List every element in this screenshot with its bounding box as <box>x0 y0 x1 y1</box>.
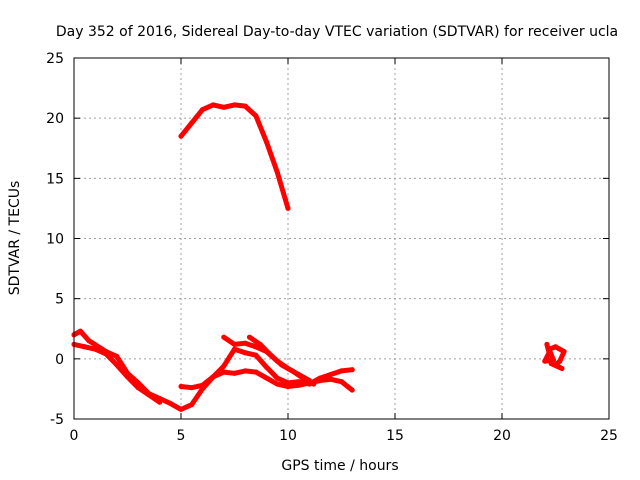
data-point <box>82 344 88 350</box>
data-point <box>232 102 237 108</box>
data-point <box>178 384 184 389</box>
data-point <box>553 362 558 368</box>
series-arc-low-1 <box>71 328 355 412</box>
data-point <box>247 334 252 340</box>
data-point <box>189 385 195 391</box>
data-point <box>157 399 163 405</box>
data-point <box>77 328 83 334</box>
data-point <box>253 113 259 119</box>
data-point <box>253 344 259 350</box>
data-point <box>553 344 558 350</box>
data-point <box>257 341 263 347</box>
data-point <box>242 340 248 346</box>
data-point <box>285 384 291 389</box>
data-point <box>86 338 92 344</box>
data-point <box>557 358 563 364</box>
data-point <box>559 366 565 371</box>
data-point <box>274 169 280 175</box>
data-point <box>339 368 344 374</box>
data-point <box>264 364 270 370</box>
data-point <box>328 372 334 377</box>
data-point <box>274 381 280 387</box>
data-point <box>242 103 248 109</box>
data-point <box>339 379 344 385</box>
x-axis-label: GPS time / hours <box>281 458 398 474</box>
y-tick-label: 5 <box>55 292 64 308</box>
data-point <box>178 406 184 412</box>
data-point <box>199 107 205 113</box>
data-point <box>311 381 317 387</box>
data-point <box>189 120 195 126</box>
x-tick-label: 15 <box>386 428 404 444</box>
y-axis-label: SDTVAR / TECUs <box>7 181 23 296</box>
data-series <box>71 102 567 412</box>
data-point <box>550 357 556 363</box>
data-point <box>296 382 302 388</box>
y-tick-label: 20 <box>46 111 64 127</box>
x-tick-label: 0 <box>70 428 79 444</box>
data-point <box>542 358 548 364</box>
x-tick-label: 5 <box>177 428 186 444</box>
y-tick-label: 25 <box>46 51 64 67</box>
data-point <box>103 351 109 357</box>
axis-ticks: 0 5 10 15 20 25 -5 0 5 10 15 20 25 <box>46 51 618 444</box>
data-point <box>544 341 550 347</box>
data-point <box>289 368 295 374</box>
data-point <box>92 346 98 352</box>
data-point <box>221 104 227 110</box>
series-arc-high <box>178 102 291 211</box>
data-point <box>242 368 248 374</box>
data-point <box>349 367 355 373</box>
data-point <box>253 369 259 375</box>
data-point <box>546 346 552 352</box>
data-point <box>232 346 237 352</box>
data-point <box>317 378 323 383</box>
data-point <box>114 362 120 368</box>
y-tick-label: 10 <box>46 232 64 248</box>
x-tick-label: 20 <box>493 428 511 444</box>
data-point <box>232 341 237 347</box>
data-point <box>232 370 237 376</box>
data-point <box>264 375 270 381</box>
data-point <box>268 352 274 358</box>
data-point <box>210 374 216 380</box>
data-point <box>546 350 552 356</box>
data-point <box>561 349 567 355</box>
chart-title: Day 352 of 2016, Sidereal Day-to-day VTE… <box>56 24 618 40</box>
data-point <box>199 382 205 388</box>
x-tick-label: 25 <box>600 428 618 444</box>
data-point <box>264 139 270 145</box>
data-point <box>253 352 259 358</box>
data-point <box>221 363 227 369</box>
data-point <box>274 375 280 381</box>
data-point <box>279 362 285 368</box>
y-tick-label: 0 <box>55 352 64 368</box>
data-point <box>210 102 216 108</box>
data-point <box>221 334 227 340</box>
data-point <box>349 387 355 393</box>
grid <box>74 58 609 419</box>
data-point <box>242 350 248 356</box>
data-point <box>135 385 141 391</box>
data-point <box>114 353 120 359</box>
data-point <box>125 374 130 380</box>
data-point <box>328 376 334 382</box>
data-point <box>548 361 554 367</box>
data-point <box>300 375 306 381</box>
y-tick-label: 15 <box>46 171 64 187</box>
data-point <box>146 392 152 398</box>
data-point <box>178 133 184 139</box>
series-arc-low-2 <box>71 341 163 405</box>
x-tick-label: 10 <box>279 428 297 444</box>
data-point <box>189 402 195 408</box>
data-point <box>221 369 227 375</box>
data-point <box>167 400 173 406</box>
data-point <box>285 205 291 211</box>
y-tick-label: -5 <box>50 412 64 428</box>
